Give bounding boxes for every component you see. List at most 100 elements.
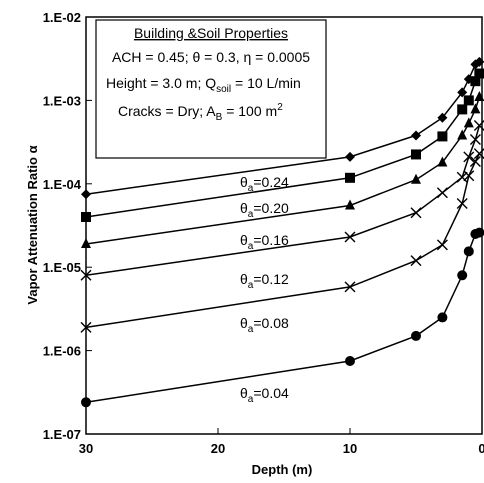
series-label-sub: a — [248, 280, 254, 291]
data-point-stroke — [469, 133, 481, 145]
properties-box-frame — [95, 19, 327, 159]
x-tick-label: 10 — [343, 441, 357, 456]
data-point — [437, 131, 448, 142]
y-tick-label: 1.E-05 — [43, 260, 81, 275]
series-line — [85, 153, 481, 329]
series-label-sub: a — [248, 394, 254, 405]
data-point-stroke — [80, 269, 92, 281]
data-point — [344, 231, 356, 243]
series-label-value: =0.12 — [253, 271, 289, 287]
data-point — [411, 130, 421, 141]
data-point — [474, 90, 484, 101]
series-labels: θa=0.24θa=0.20θa=0.16θa=0.12θa=0.08θa=0.… — [240, 174, 289, 405]
data-point — [469, 156, 481, 168]
data-point-stroke — [410, 255, 422, 267]
data-point-stroke — [410, 207, 422, 219]
series-label-sub: a — [248, 183, 254, 194]
series-label: θa=0.24 — [240, 174, 289, 194]
series-label-value: =0.20 — [253, 200, 289, 216]
x-axis: 30 20 10 0 — [79, 428, 484, 456]
data-point — [457, 270, 468, 281]
series-label-theta: θ — [240, 271, 248, 287]
data-point — [470, 76, 481, 87]
properties-box: Building &Soil Properties ACH = 0.45; θ … — [95, 19, 327, 159]
data-point — [345, 151, 355, 162]
data-point-stroke — [80, 321, 92, 333]
properties-line-3-sup: 2 — [277, 102, 283, 113]
series-label-value: =0.08 — [253, 315, 289, 331]
data-point — [80, 269, 92, 281]
data-point — [344, 281, 356, 293]
y-tick-label: 1.E-03 — [43, 93, 81, 108]
data-point — [411, 330, 421, 341]
data-point-stroke — [456, 198, 468, 210]
properties-line-2-end: = 10 L/min — [231, 75, 301, 91]
x-axis-title: Depth (m) — [252, 462, 313, 477]
data-point-stroke — [436, 187, 448, 199]
series-label: θa=0.20 — [240, 200, 289, 220]
data-point — [474, 68, 484, 79]
data-point — [345, 172, 355, 183]
series-label-sub: a — [248, 324, 254, 335]
data-point — [345, 199, 355, 210]
data-point — [463, 95, 474, 106]
data-point-stroke — [463, 170, 475, 182]
data-point — [80, 321, 92, 333]
data-point — [81, 189, 91, 200]
series-label-theta: θ — [240, 315, 248, 331]
y-axis: 1.E-02 1.E-03 1.E-04 1.E-05 1.E-06 1.E-07 — [43, 10, 92, 442]
properties-line-2-text: Height = 3.0 m; Q — [106, 75, 216, 91]
y-tick-label: 1.E-06 — [43, 344, 81, 359]
data-point — [463, 117, 474, 128]
data-point — [436, 187, 448, 199]
series-label-sub: a — [248, 209, 254, 220]
y-tick-label: 1.E-04 — [43, 177, 82, 192]
properties-line-3-sub: B — [216, 112, 223, 123]
series-label: θa=0.16 — [240, 232, 289, 252]
data-point — [470, 103, 481, 114]
properties-line-3-mid: = 100 m — [222, 103, 277, 119]
data-point — [474, 56, 484, 67]
series-label-theta: θ — [240, 385, 248, 401]
properties-line-1: ACH = 0.45; θ = 0.3, η = 0.0005 — [112, 49, 310, 65]
series-label: θa=0.12 — [240, 271, 289, 291]
y-tick-label: 1.E-02 — [43, 10, 81, 25]
data-point — [474, 227, 484, 238]
data-point-stroke — [469, 156, 481, 168]
data-point — [411, 173, 421, 184]
x-tick-label: 20 — [211, 441, 225, 456]
series-label-value: =0.24 — [253, 174, 289, 190]
data-point — [457, 104, 468, 115]
data-point — [463, 246, 474, 257]
series-label-value: =0.04 — [253, 385, 289, 401]
properties-line-3-text: Cracks = Dry; A — [118, 103, 216, 119]
series-label-value: =0.16 — [253, 232, 289, 248]
series-label: θa=0.08 — [240, 315, 289, 335]
data-point — [410, 255, 422, 267]
x-tick-label: 0 — [478, 441, 484, 456]
properties-line-2-sub: soil — [216, 84, 231, 95]
data-point — [456, 171, 468, 183]
data-point — [81, 397, 91, 408]
series-label: θa=0.04 — [240, 385, 289, 405]
data-point — [81, 237, 91, 248]
data-point — [437, 156, 448, 167]
data-point-stroke — [463, 151, 475, 163]
data-point — [437, 312, 448, 323]
series-label-theta: θ — [240, 200, 248, 216]
properties-box-title: Building &Soil Properties — [134, 25, 288, 41]
data-point — [463, 151, 475, 163]
series-label-theta: θ — [240, 174, 248, 190]
data-point-stroke — [456, 171, 468, 183]
plot-frame — [85, 16, 483, 435]
data-point-stroke — [473, 148, 484, 160]
data-point — [410, 207, 422, 219]
properties-line-2: Height = 3.0 m; Qsoil = 10 L/min — [106, 75, 301, 95]
data-point — [436, 239, 448, 251]
series-layer — [80, 56, 484, 408]
series-line — [85, 125, 481, 277]
series-label-sub: a — [248, 241, 254, 252]
data-point-stroke — [473, 120, 484, 132]
data-point-stroke — [436, 239, 448, 251]
